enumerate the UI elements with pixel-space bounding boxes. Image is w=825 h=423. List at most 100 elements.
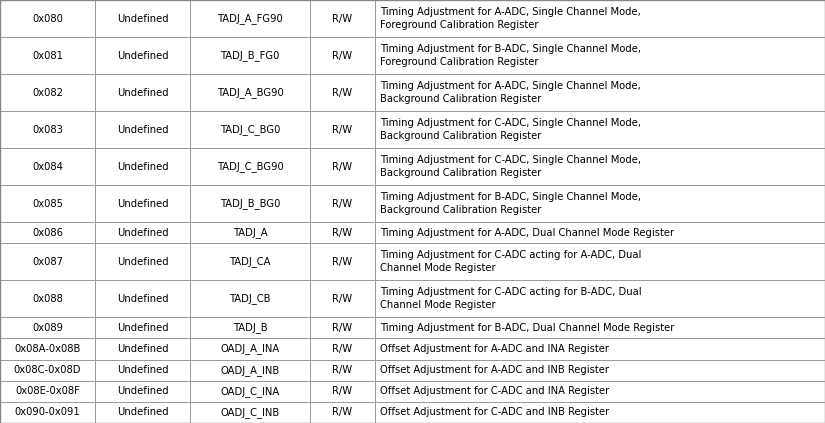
Bar: [95, 185, 190, 222]
Text: TADJ_B_FG0: TADJ_B_FG0: [220, 50, 280, 61]
Bar: [0, 360, 95, 381]
Bar: [190, 37, 310, 74]
Bar: [310, 148, 375, 185]
Text: OADJ_A_INA: OADJ_A_INA: [220, 343, 280, 354]
Text: R/W: R/W: [332, 294, 352, 304]
Text: 0x089: 0x089: [32, 323, 63, 333]
Bar: [310, 111, 375, 148]
Bar: [95, 222, 190, 243]
Bar: [375, 338, 825, 360]
Text: Undefined: Undefined: [116, 257, 168, 267]
Text: 0x08A-0x08B: 0x08A-0x08B: [14, 344, 81, 354]
Bar: [375, 111, 825, 148]
Bar: [95, 402, 190, 423]
Text: Undefined: Undefined: [116, 14, 168, 24]
Bar: [375, 111, 825, 148]
Text: Timing Adjustment for C-ADC, Single Channel Mode,
Background Calibration Registe: Timing Adjustment for C-ADC, Single Chan…: [380, 155, 641, 178]
Bar: [0, 37, 95, 74]
Text: TADJ_B: TADJ_B: [233, 322, 267, 333]
Bar: [0, 381, 95, 402]
Bar: [95, 360, 190, 381]
Bar: [0, 338, 95, 360]
Bar: [190, 360, 310, 381]
Text: R/W: R/W: [332, 228, 352, 238]
Bar: [95, 148, 190, 185]
Bar: [0, 280, 95, 317]
Bar: [0, 222, 95, 243]
Text: 0x085: 0x085: [32, 198, 63, 209]
Bar: [310, 338, 375, 360]
Bar: [0, 317, 95, 338]
Bar: [95, 185, 190, 222]
Text: R/W: R/W: [332, 344, 352, 354]
Text: R/W: R/W: [332, 14, 352, 24]
Text: Undefined: Undefined: [116, 294, 168, 304]
Text: Offset Adjustment for C-ADC and INA Register: Offset Adjustment for C-ADC and INA Regi…: [380, 386, 609, 396]
Bar: [95, 317, 190, 338]
Bar: [310, 0, 375, 37]
Text: Undefined: Undefined: [116, 162, 168, 172]
Bar: [375, 360, 825, 381]
Bar: [95, 280, 190, 317]
Bar: [190, 148, 310, 185]
Bar: [375, 402, 825, 423]
Bar: [190, 381, 310, 402]
Bar: [0, 243, 95, 280]
Bar: [95, 381, 190, 402]
Text: R/W: R/W: [332, 124, 352, 135]
Bar: [0, 402, 95, 423]
Bar: [0, 111, 95, 148]
Bar: [190, 148, 310, 185]
Bar: [190, 111, 310, 148]
Text: TADJ_CB: TADJ_CB: [229, 293, 271, 304]
Bar: [310, 317, 375, 338]
Bar: [190, 280, 310, 317]
Text: OADJ_C_INB: OADJ_C_INB: [220, 407, 280, 418]
Bar: [375, 402, 825, 423]
Bar: [190, 280, 310, 317]
Bar: [375, 185, 825, 222]
Bar: [375, 381, 825, 402]
Bar: [190, 243, 310, 280]
Text: R/W: R/W: [332, 386, 352, 396]
Bar: [310, 222, 375, 243]
Bar: [190, 185, 310, 222]
Text: 0x08C-0x08D: 0x08C-0x08D: [14, 365, 81, 375]
Text: Offset Adjustment for A-ADC and INA Register: Offset Adjustment for A-ADC and INA Regi…: [380, 344, 609, 354]
Bar: [190, 185, 310, 222]
Text: OADJ_C_INA: OADJ_C_INA: [220, 386, 280, 397]
Bar: [0, 317, 95, 338]
Bar: [95, 0, 190, 37]
Text: Timing Adjustment for A-ADC, Single Channel Mode,
Foreground Calibration Registe: Timing Adjustment for A-ADC, Single Chan…: [380, 7, 641, 30]
Bar: [310, 360, 375, 381]
Bar: [375, 0, 825, 37]
Bar: [190, 0, 310, 37]
Bar: [310, 317, 375, 338]
Text: 0x084: 0x084: [32, 162, 63, 172]
Bar: [310, 338, 375, 360]
Text: Timing Adjustment for B-ADC, Single Channel Mode,
Background Calibration Registe: Timing Adjustment for B-ADC, Single Chan…: [380, 192, 641, 215]
Text: 0x083: 0x083: [32, 124, 63, 135]
Bar: [0, 0, 95, 37]
Bar: [310, 243, 375, 280]
Bar: [310, 37, 375, 74]
Text: Timing Adjustment for B-ADC, Single Channel Mode,
Foreground Calibration Registe: Timing Adjustment for B-ADC, Single Chan…: [380, 44, 641, 67]
Bar: [95, 0, 190, 37]
Bar: [0, 74, 95, 111]
Bar: [95, 148, 190, 185]
Bar: [310, 74, 375, 111]
Text: Undefined: Undefined: [116, 344, 168, 354]
Text: 0x082: 0x082: [32, 88, 63, 98]
Text: OADJ_A_INB: OADJ_A_INB: [220, 365, 280, 376]
Bar: [190, 222, 310, 243]
Bar: [310, 111, 375, 148]
Bar: [0, 111, 95, 148]
Text: Undefined: Undefined: [116, 386, 168, 396]
Text: Timing Adjustment for C-ADC acting for A-ADC, Dual
Channel Mode Register: Timing Adjustment for C-ADC acting for A…: [380, 250, 641, 273]
Text: Timing Adjustment for B-ADC, Dual Channel Mode Register: Timing Adjustment for B-ADC, Dual Channe…: [380, 323, 674, 333]
Text: 0x081: 0x081: [32, 50, 63, 60]
Text: 0x088: 0x088: [32, 294, 63, 304]
Bar: [190, 317, 310, 338]
Text: Timing Adjustment for C-ADC acting for B-ADC, Dual
Channel Mode Register: Timing Adjustment for C-ADC acting for B…: [380, 287, 642, 310]
Bar: [310, 0, 375, 37]
